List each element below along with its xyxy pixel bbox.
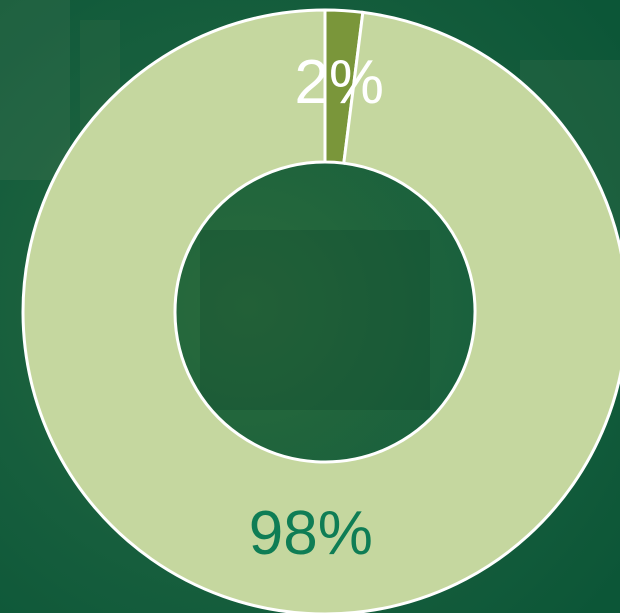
- value-label: 2%: [294, 48, 384, 117]
- chart: 2% 98%: [0, 0, 620, 613]
- page: {"chart_data": {"type": "donut", "values…: [0, 0, 620, 613]
- value-label: 98%: [249, 499, 373, 568]
